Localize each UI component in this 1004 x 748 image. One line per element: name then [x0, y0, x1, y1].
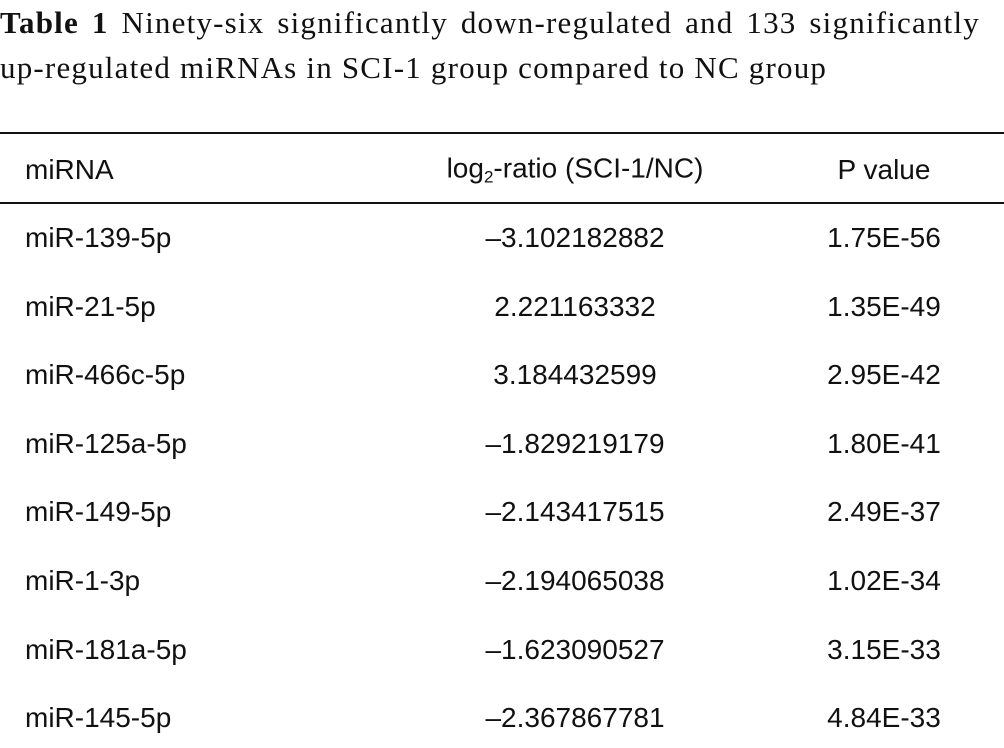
table-cell: –2.194065038 [485, 565, 665, 596]
table-cell: 4.84E-33 [827, 702, 941, 734]
top-rule [0, 132, 1004, 134]
table-cell: 2.221163332 [494, 290, 656, 322]
table-cell: 1.35E-49 [827, 290, 941, 322]
table-cell: –1.623090527 [485, 633, 665, 665]
table-cell: 2.49E-37 [827, 496, 941, 528]
caption-text: Ninety-six significantly down-regulated … [0, 5, 980, 85]
caption-label: Table 1 [0, 5, 109, 40]
table-cell: –2.367867781 [485, 702, 665, 734]
table-cell: –2.143417515 [485, 496, 665, 528]
table-cell: miR-149-5p [25, 496, 172, 528]
header-subscript: 2 [483, 167, 494, 187]
header-cell: log2-ratio (SCI-1/NC) [447, 153, 704, 188]
table-cell: 3.184432599 [493, 359, 657, 391]
table-cell: –1.829219179 [485, 427, 665, 459]
table-cell: miR-181a-5p [25, 633, 187, 665]
table-cell: miR-145-5p [25, 702, 172, 734]
header-rule [0, 202, 1004, 204]
table-cell: –3.102182882 [485, 222, 665, 253]
table-cell: miR-21-5p [25, 290, 156, 322]
table-cell: 1.02E-34 [827, 565, 941, 596]
header-cell: P value [837, 154, 931, 185]
table-cell: miR-1-3p [25, 565, 141, 596]
table-cell: 3.15E-33 [827, 633, 941, 665]
header-text: log [446, 152, 484, 184]
table-cell: miR-125a-5p [25, 427, 187, 459]
table-cell: miR-139-5p [25, 222, 172, 253]
table-cell: miR-466c-5p [25, 359, 186, 391]
header-cell: miRNA [25, 154, 114, 185]
table-caption: Table 1 Ninety-six significantly down-re… [0, 0, 980, 90]
table-cell: 2.95E-42 [827, 359, 941, 391]
table-cell: 1.75E-56 [827, 222, 941, 253]
header-text: -ratio (SCI-1/NC) [493, 152, 704, 184]
table-cell: 1.80E-41 [827, 427, 941, 459]
